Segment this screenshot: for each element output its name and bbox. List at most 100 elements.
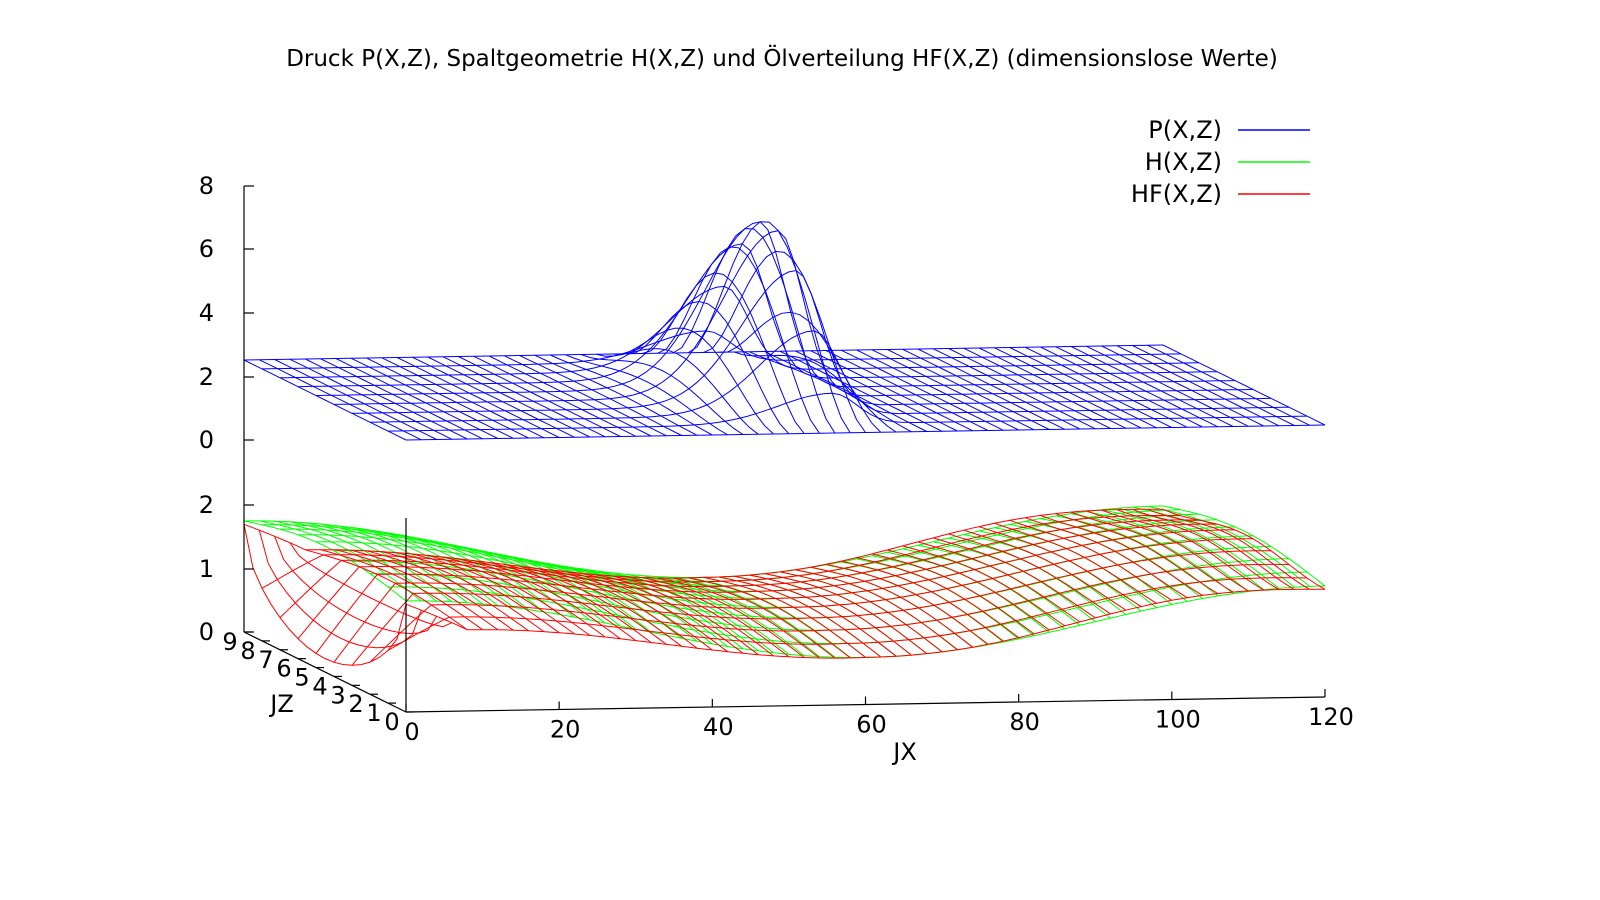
surface-p-column-line bbox=[381, 357, 545, 439]
surface-hf-column-line bbox=[718, 576, 882, 658]
surface-hf-column-line bbox=[841, 560, 1004, 642]
surface-p-column-line bbox=[1086, 345, 1249, 427]
surface-hf-column-line bbox=[1055, 513, 1219, 595]
chart-title: Druck P(X,Z), Spaltgeometrie H(X,Z) und … bbox=[286, 44, 1278, 72]
surface-p-column-line bbox=[703, 250, 866, 433]
surface-h-column-line bbox=[412, 536, 575, 618]
surface-hf-column-line bbox=[335, 549, 499, 631]
surface-p-column-line bbox=[412, 356, 575, 438]
surface-h-column-line bbox=[243, 520, 407, 602]
surface-h-column-line bbox=[381, 531, 545, 613]
surface-h-column-line bbox=[1147, 505, 1311, 587]
surface-hf-column-line bbox=[933, 537, 1096, 619]
surface-h-column-line bbox=[1071, 513, 1234, 594]
surface-hf-column-line bbox=[948, 533, 1111, 615]
surface-p-column-line bbox=[1024, 346, 1188, 428]
surface-hf-column-line bbox=[856, 557, 1019, 639]
surface-h-column-line bbox=[274, 520, 437, 602]
surface-hf-column-line bbox=[488, 562, 652, 643]
y-tick-label: 0 bbox=[384, 708, 399, 736]
surface-p-column-line bbox=[657, 246, 820, 434]
surface-hf-column-line bbox=[795, 569, 958, 651]
surface-hf-column-line bbox=[642, 577, 805, 658]
surface-hf-column-line bbox=[519, 565, 682, 647]
surface-hf-column-line bbox=[871, 553, 1035, 635]
x-tick-label: 80 bbox=[1009, 708, 1040, 736]
surface-p-column-line bbox=[856, 349, 1019, 431]
surface-p-column-line bbox=[1162, 344, 1326, 426]
x-tick-label: 40 bbox=[703, 713, 734, 741]
surface-h-column-line bbox=[672, 576, 836, 658]
surface-p-column-line bbox=[1055, 346, 1219, 428]
surface-hf-column-line bbox=[1086, 510, 1249, 592]
surface-p-column-line bbox=[534, 354, 698, 436]
surface-h-column-line bbox=[305, 522, 468, 604]
surface-p-column-line bbox=[335, 358, 499, 439]
surface-h-column-line bbox=[1162, 505, 1326, 587]
surface-p-column-line bbox=[994, 347, 1157, 429]
surface-p-column-line bbox=[580, 354, 744, 435]
surface-p-column-line bbox=[289, 358, 453, 440]
surface-p-row-line bbox=[351, 269, 1272, 414]
surface-hf-column-line bbox=[305, 549, 468, 631]
surface-hf-column-line bbox=[657, 577, 820, 659]
surface-hf-column-line bbox=[580, 572, 744, 654]
z-tick-label-lower: 1 bbox=[199, 555, 214, 583]
surface-p-column-line bbox=[243, 359, 407, 441]
surface-h-column-line bbox=[1132, 506, 1295, 588]
surface-hf-column-line bbox=[458, 558, 621, 640]
surface-p-column-line bbox=[917, 348, 1081, 430]
surface-p-column-line bbox=[366, 357, 529, 439]
surface-hf-column-line bbox=[887, 549, 1050, 631]
z-tick-label-lower: 0 bbox=[199, 618, 214, 646]
y-axis-label: JZ bbox=[268, 690, 294, 718]
surface-hf-column-line bbox=[381, 551, 545, 633]
y-tick-label: 6 bbox=[276, 655, 291, 683]
surface-hf-wireframe bbox=[243, 508, 1326, 666]
surface-p-column-line bbox=[779, 350, 943, 432]
surface-p-column-line bbox=[458, 356, 621, 437]
surface-p-column-line bbox=[396, 357, 560, 438]
surface-p-column-line bbox=[718, 311, 882, 433]
surface-p-column-line bbox=[1040, 346, 1203, 428]
surface-hf-column-line bbox=[733, 575, 897, 657]
surface-hf-column-line bbox=[1040, 514, 1203, 596]
surface-h-column-line bbox=[351, 526, 514, 608]
surface-p-column-line bbox=[825, 350, 989, 431]
surface-h-column-line bbox=[1086, 511, 1249, 592]
surface-p-column-line bbox=[488, 355, 652, 437]
surface-hf-column-line bbox=[688, 577, 851, 659]
surface-p-column-line bbox=[871, 349, 1035, 431]
surface-p-column-line bbox=[259, 359, 422, 441]
surface-hf-column-line bbox=[274, 536, 438, 635]
x-tick-label: 120 bbox=[1308, 703, 1354, 731]
surface-p-column-line bbox=[626, 300, 790, 435]
surface-p-column-line bbox=[1116, 345, 1280, 427]
surface-p-column-line bbox=[1132, 345, 1295, 426]
x-tick-label: 60 bbox=[856, 711, 887, 739]
surface-hf-column-line bbox=[504, 563, 667, 645]
surface-h-column-line bbox=[366, 529, 529, 610]
surface-p-column-line bbox=[504, 355, 667, 437]
surface-hf-column-line bbox=[1101, 509, 1264, 591]
surface-hf-column-line bbox=[1147, 508, 1310, 590]
z-tick-label-upper: 2 bbox=[199, 363, 214, 391]
legend-label: H(X,Z) bbox=[1145, 148, 1222, 176]
surface-hf-column-line bbox=[258, 530, 422, 649]
surface-hf-column-line bbox=[810, 566, 974, 648]
surface-hf-column-line bbox=[963, 529, 1127, 611]
surface-hf-column-line bbox=[672, 577, 836, 659]
y-tick-label: 3 bbox=[330, 681, 345, 709]
surface-hf-column-line bbox=[289, 542, 453, 628]
surface-hf-column-line bbox=[1009, 519, 1173, 601]
surface-p-column-line bbox=[565, 354, 728, 436]
surface-p-column-line bbox=[442, 356, 606, 438]
axes bbox=[243, 186, 1326, 713]
surface-p-column-line bbox=[427, 356, 591, 438]
legend-label: P(X,Z) bbox=[1148, 116, 1222, 144]
surface-hf-column-line bbox=[1132, 508, 1295, 590]
surface-p-column-line bbox=[519, 355, 682, 436]
z-tick-label-lower: 2 bbox=[199, 491, 214, 519]
y-tick-label: 2 bbox=[348, 690, 363, 718]
